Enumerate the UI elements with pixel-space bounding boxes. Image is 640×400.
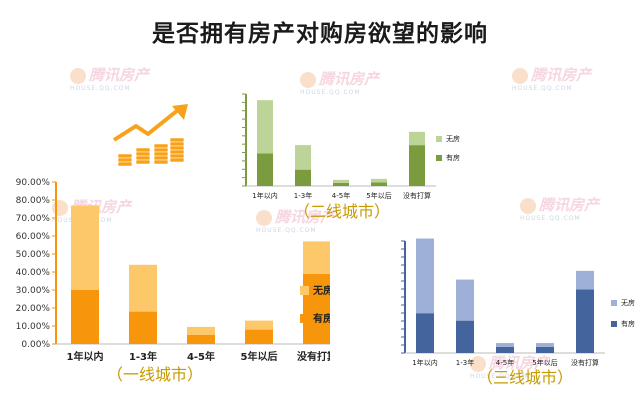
chart-subtitle: （二线城市） [294,202,390,221]
legend-label: 无房 [312,284,330,297]
x-tick-label: 5年以后 [366,191,391,200]
y-tick-label: 80.00% [16,196,51,206]
x-tick-label: 4-5年 [496,358,514,367]
bar-has-house [187,335,215,344]
legend-label: 无房 [446,134,460,143]
legend-label: 无房 [621,298,635,307]
bar-has-house [129,311,157,344]
x-tick-label: 5年以后 [241,350,278,363]
watermark-logo-icon [300,71,316,88]
x-tick-label: 1年以内 [252,191,277,200]
x-tick-label: 1-3年 [456,358,474,367]
bar-no-house [257,100,273,154]
watermark-logo-icon [256,209,272,226]
x-tick-label: 1-3年 [294,191,312,200]
bar-has-house [333,182,349,186]
watermark-domain: HOUSE.QQ.COM [300,89,361,96]
chart-subtitle: （一线城市） [107,365,203,384]
legend-label: 有房 [621,319,635,328]
bar-no-house [416,238,434,314]
legend-swatch [436,136,442,142]
y-tick-label: 40.00% [16,268,51,278]
watermark-brand: 腾讯房产 [539,196,600,214]
y-tick-label: 30.00% [16,286,51,296]
watermark-logo-icon [512,67,528,84]
x-tick-label: 没有打算 [571,358,599,367]
bar-no-house [536,343,554,347]
x-tick-label: 4-5年 [187,350,215,363]
watermark-domain: HOUSE.QQ.COM [470,373,531,380]
watermark-domain: HOUSE.QQ.COM [70,85,131,92]
page-title: 是否拥有房产对购房欲望的影响 [152,21,488,47]
tier1-chart: 0.00% 10.00% 20.00% 30.00% 40.00% 50.00% 60.00… [16,178,330,384]
bar-has-house [576,289,594,353]
bar-has-house [371,182,387,186]
bar-no-house [333,179,349,183]
watermark-domain: HOUSE.QQ.COM [512,85,573,92]
bar-has-house [71,290,99,344]
watermark-logo-icon [470,355,486,372]
bar-has-house [257,153,273,186]
bar-no-house [303,241,330,274]
legend-swatch [436,155,442,161]
watermark-brand: 腾讯房产 [275,208,336,226]
bar-no-house [295,145,311,170]
legend-swatch [300,286,309,295]
legend-label: 有房 [446,153,460,162]
legend-swatch [611,321,617,327]
watermark-domain: HOUSE.QQ.COM [256,227,317,234]
bar-no-house [371,178,387,183]
y-tick-label: 90.00% [16,178,51,188]
watermark-domain: HOUSE.QQ.COM [520,215,581,222]
y-tick-label: 20.00% [16,304,51,314]
watermark-logo-icon [520,197,536,214]
bar-no-house [245,320,273,330]
growth-coins-icon [112,104,188,167]
watermark-brand: 腾讯房产 [89,66,150,84]
x-tick-label: 没有打算 [297,350,330,363]
y-tick-label: 50.00% [16,250,51,260]
x-tick-label: 4-5年 [332,191,350,200]
bar-no-house [576,270,594,290]
bar-no-house [496,343,514,347]
legend-swatch [300,314,309,323]
y-tick-label: 60.00% [16,232,51,242]
x-tick-label: 1-3年 [129,350,157,363]
watermark-brand: 腾讯房产 [319,70,380,88]
bar-has-house [536,346,554,353]
y-tick-label: 70.00% [16,214,51,224]
legend-label: 有房 [313,312,330,325]
bar-has-house [456,320,474,353]
y-tick-label: 0.00% [21,340,50,350]
bar-has-house [295,169,311,186]
bar-has-house [303,273,330,344]
y-tick-label: 10.00% [16,322,51,332]
chart-subtitle: （三线城市） [477,368,573,387]
bar-no-house [409,131,425,146]
bar-no-house [71,205,99,290]
x-tick-label: 5年以后 [532,358,557,367]
watermark-brand: 腾讯房产 [531,66,592,84]
watermark-logo-icon [70,67,86,84]
bar-has-house [409,145,425,186]
legend-swatch [611,300,617,306]
bar-has-house [416,313,434,353]
x-tick-label: 1年以内 [412,358,437,367]
bar-no-house [456,279,474,321]
x-tick-label: 没有打算 [403,191,431,200]
x-tick-label: 1年以内 [67,350,104,363]
bar-no-house [187,326,215,335]
bar-has-house [496,346,514,353]
bar-no-house [129,264,157,312]
watermark-brand: 腾讯房产 [489,354,550,372]
bar-has-house [245,329,273,344]
